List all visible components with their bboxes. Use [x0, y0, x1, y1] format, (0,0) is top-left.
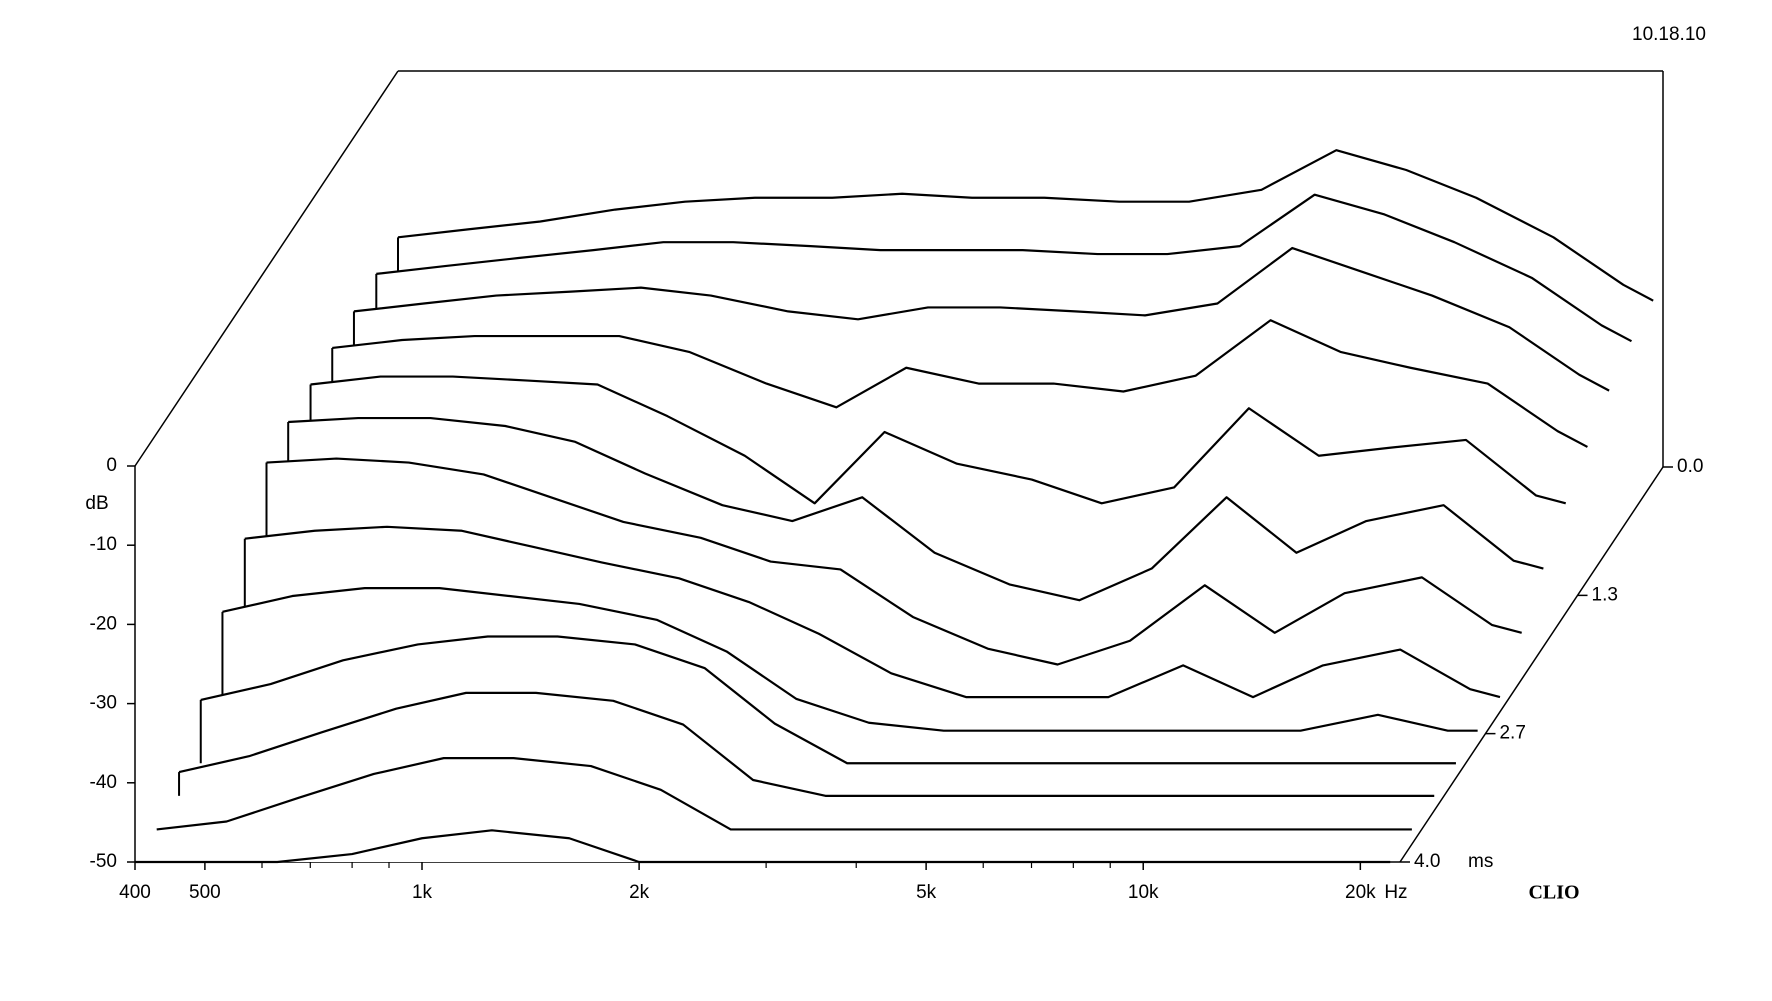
frame-floor-right — [1399, 466, 1664, 863]
slice-line — [376, 193, 1633, 343]
slice-line — [397, 149, 1654, 302]
slice-line — [178, 691, 1435, 797]
slice-line — [156, 757, 1412, 831]
plot-area — [135, 149, 1654, 864]
x-tick-label: 500 — [189, 882, 221, 903]
slice-line — [135, 829, 1391, 864]
x-tick-label: 1k — [412, 882, 433, 903]
slice-line — [200, 635, 1456, 765]
slice-line — [244, 525, 1501, 699]
y-tick-label: -20 — [90, 613, 117, 634]
x-tick-label: 5k — [916, 882, 937, 903]
slice-line — [266, 457, 1522, 666]
date-label: 10.18.10 — [1632, 24, 1706, 45]
brand-label: CLIO — [1528, 882, 1579, 904]
slice-mask — [135, 830, 1391, 862]
slice-mask — [156, 758, 1412, 830]
y-tick-label: -40 — [90, 772, 117, 793]
z-tick-label: 4.0 — [1414, 851, 1440, 872]
frame-left-diagonal — [134, 70, 399, 467]
y-tick-label: -30 — [90, 693, 117, 714]
slice-line — [222, 587, 1478, 732]
y-tick-label: -10 — [90, 534, 117, 555]
x-unit-label: Hz — [1384, 882, 1407, 903]
x-tick-label: 10k — [1128, 882, 1159, 903]
y-tick-label: -50 — [90, 851, 117, 872]
z-tick-label: 2.7 — [1499, 723, 1525, 744]
y-tick-label: 0 — [106, 455, 117, 476]
slice-line — [353, 246, 1610, 392]
x-tick-label: 20k — [1345, 882, 1376, 903]
z-tick-label: 0.0 — [1677, 456, 1703, 477]
x-tick-label: 400 — [119, 882, 151, 903]
x-tick-label: 2k — [629, 882, 650, 903]
slice-line — [310, 375, 1567, 505]
y-axis-label: dB — [85, 493, 108, 514]
slice-line — [288, 416, 1544, 602]
z-unit-label: ms — [1468, 851, 1493, 872]
slice-line — [332, 319, 1588, 448]
z-tick-label: 1.3 — [1592, 584, 1618, 605]
